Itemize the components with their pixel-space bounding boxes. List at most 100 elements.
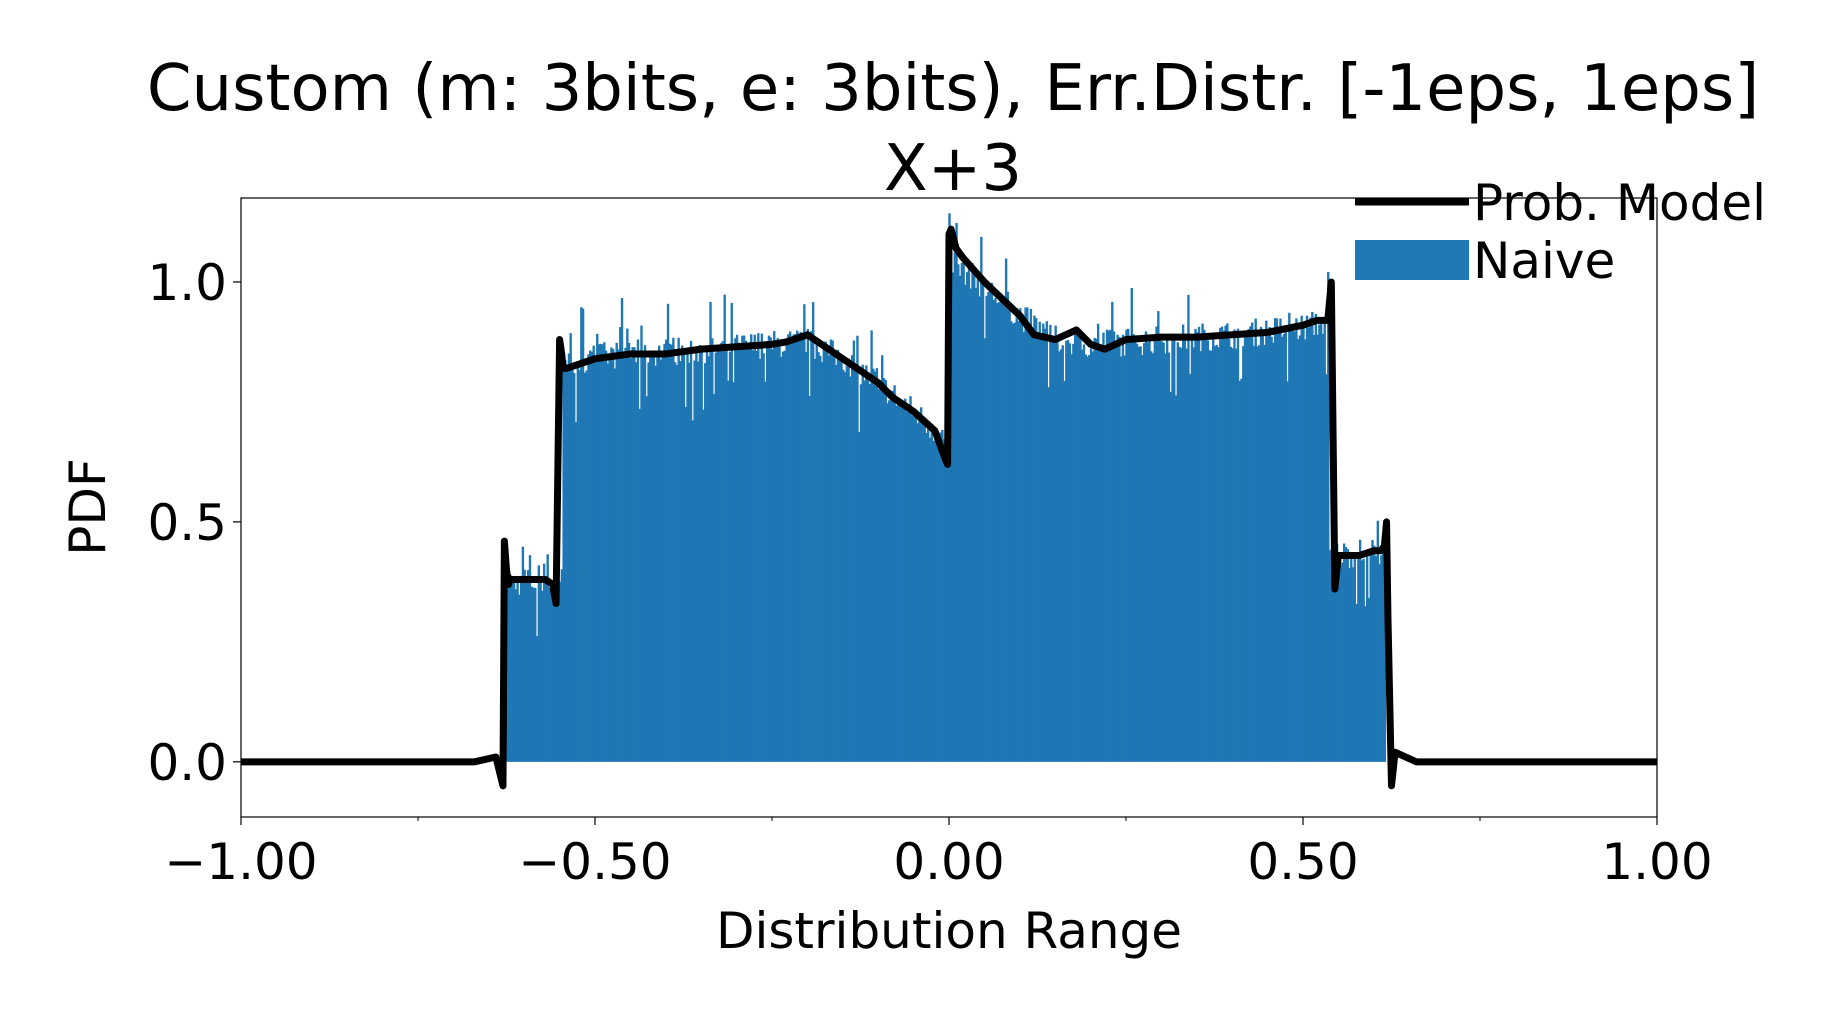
hist-bar (1374, 556, 1378, 762)
hist-bar (1236, 328, 1240, 762)
hist-bar (725, 347, 728, 762)
hist-bar (1263, 344, 1266, 762)
hist-bar (1194, 328, 1197, 762)
hist-bar (865, 365, 868, 762)
hist-bar (948, 213, 951, 762)
hist-bar (1096, 323, 1100, 762)
hist-bar (1220, 326, 1224, 762)
hist-bar (539, 581, 542, 762)
hist-bar (1369, 554, 1372, 762)
hist-bar (682, 351, 686, 762)
hist-bar (597, 344, 601, 762)
hist-bar (1266, 335, 1270, 762)
hist-bar (939, 432, 942, 762)
hist-bar (679, 361, 682, 762)
hist-bar (553, 589, 556, 762)
legend-bar-swatch (1355, 240, 1469, 280)
hist-bar (541, 590, 544, 762)
hist-bar (649, 351, 652, 762)
hist-bar (1059, 349, 1063, 762)
hist-bar (856, 335, 859, 762)
y-axis-ticks: 0.0 0.5 1.0 (147, 254, 241, 792)
hist-bar (801, 335, 804, 762)
hist-bar (1176, 342, 1179, 762)
hist-bar (1185, 348, 1188, 762)
hist-bar (1350, 556, 1353, 762)
hist-bar (1008, 309, 1011, 762)
hist-bar (1197, 326, 1201, 762)
hist-bar (523, 569, 526, 762)
hist-bar (1311, 311, 1314, 762)
hist-bar (1339, 564, 1342, 762)
hist-bar (1286, 381, 1289, 762)
hist-bar (1171, 333, 1174, 762)
hist-bar (1054, 325, 1057, 762)
hist-bar (1169, 391, 1172, 762)
hist-bar (684, 407, 687, 762)
hist-bar (1155, 326, 1158, 762)
hist-bar (1380, 555, 1383, 762)
hist-bar (1240, 378, 1243, 762)
hist-bar (635, 362, 638, 762)
hist-bar (994, 297, 997, 762)
hist-bar (1226, 323, 1229, 762)
legend: Prob. Model Naive (1355, 174, 1766, 290)
hist-bar (845, 365, 848, 762)
hist-bar (1252, 345, 1256, 762)
hist-bar (659, 359, 663, 762)
hist-bar (898, 399, 902, 762)
hist-bar (942, 439, 946, 762)
hist-bar (1212, 336, 1215, 762)
hist-bar (1017, 320, 1020, 762)
hist-bar (974, 287, 978, 762)
hist-bar (827, 355, 831, 762)
hist-bar (1027, 330, 1031, 762)
hist-bar (868, 383, 872, 762)
hist-bar (574, 422, 578, 762)
hist-bar (1146, 342, 1149, 762)
hist-bar (829, 339, 833, 762)
hist-bar (1242, 346, 1245, 762)
hist-bar (1367, 598, 1371, 762)
hist-bar (1302, 322, 1305, 762)
hist-bar (1084, 354, 1087, 762)
hist-bar (1137, 346, 1141, 762)
hist-bar (1098, 346, 1102, 762)
hist-bar (997, 302, 1001, 762)
hist-bar (916, 423, 919, 762)
hist-bar (1089, 348, 1093, 762)
hist-bar (1141, 354, 1144, 762)
hist-bar (1095, 338, 1098, 762)
hist-bar (760, 333, 764, 762)
hist-bar (514, 589, 518, 762)
hist-bar (774, 341, 778, 762)
hist-bar (748, 343, 751, 762)
hist-bar (1100, 346, 1103, 762)
hist-bar (1243, 334, 1247, 762)
hist-bar (919, 407, 923, 762)
hist-bar (695, 346, 698, 762)
hist-bar (1296, 339, 1300, 762)
hist-bar (527, 570, 530, 762)
hist-bar (1174, 395, 1178, 762)
hist-bar (1029, 308, 1033, 762)
hist-bar (1010, 321, 1013, 762)
hist-bar (606, 363, 610, 762)
hist-bar (1020, 313, 1024, 762)
hist-bar (1081, 349, 1084, 762)
hist-bar (1247, 329, 1250, 762)
hist-bar (1160, 341, 1164, 762)
hist-bar (1254, 318, 1257, 762)
hist-bar (866, 376, 870, 762)
hist-bar (1139, 346, 1142, 762)
hist-bar (1043, 328, 1047, 762)
hist-bar (1061, 345, 1064, 762)
hist-bar (608, 353, 611, 762)
hist-bar (1270, 336, 1273, 762)
hist-bar (1204, 339, 1208, 762)
hist-bar (870, 330, 873, 762)
hist-bar (617, 349, 620, 762)
hist-bar (812, 302, 815, 762)
hist-bar (1153, 335, 1156, 762)
hist-bar (535, 636, 539, 762)
